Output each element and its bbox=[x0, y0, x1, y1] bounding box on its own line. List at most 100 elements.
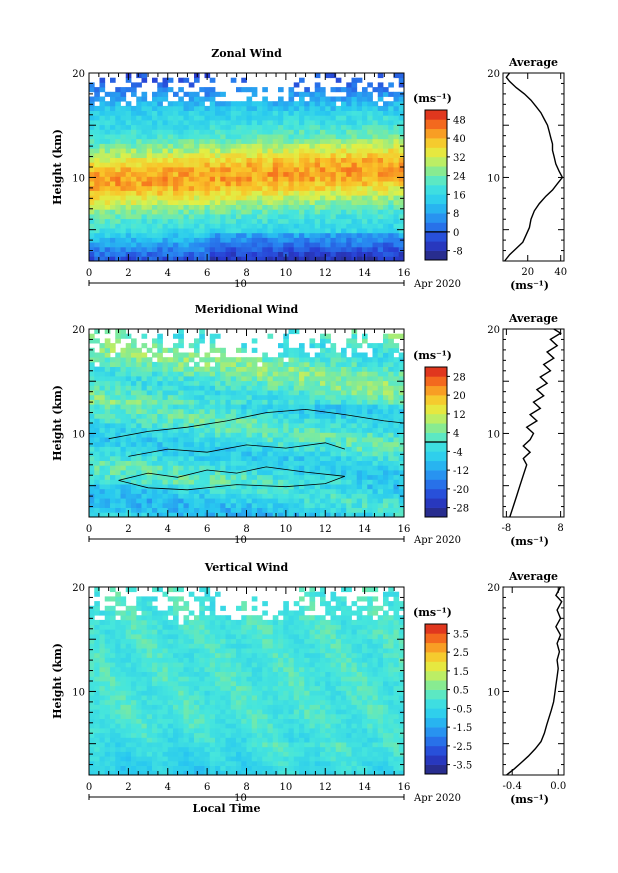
heatmap-cell bbox=[362, 143, 368, 149]
heatmap-cell bbox=[120, 256, 127, 262]
heatmap-cell bbox=[346, 507, 352, 513]
heatmap-cell bbox=[188, 502, 195, 508]
heatmap-cell bbox=[330, 143, 337, 149]
heatmap-cell bbox=[283, 209, 289, 215]
heatmap-cell bbox=[309, 115, 316, 121]
heatmap-cell bbox=[346, 413, 352, 419]
heatmap-cell bbox=[341, 228, 347, 234]
heatmap-cell bbox=[146, 251, 153, 257]
heatmap-cell bbox=[398, 376, 405, 382]
heatmap-cell bbox=[320, 214, 326, 220]
heatmap-cell bbox=[194, 408, 200, 414]
heatmap-cell bbox=[351, 232, 358, 238]
heatmap-cell bbox=[136, 455, 142, 461]
heatmap-cell bbox=[94, 380, 100, 386]
heatmap-cell bbox=[183, 105, 190, 111]
heatmap-cell bbox=[283, 347, 289, 353]
heatmap-cell bbox=[167, 347, 174, 353]
heatmap-cell bbox=[188, 493, 195, 499]
heatmap-cell bbox=[257, 404, 263, 410]
heatmap-cell bbox=[89, 737, 95, 743]
heatmap-cell bbox=[236, 427, 242, 433]
heatmap-cell bbox=[356, 110, 363, 116]
heatmap-cell bbox=[178, 143, 184, 149]
heatmap-cell bbox=[152, 394, 158, 400]
heatmap-cell bbox=[125, 129, 132, 135]
heatmap-cell bbox=[309, 148, 316, 154]
heatmap-cell bbox=[167, 385, 174, 391]
heatmap-cell bbox=[330, 120, 337, 126]
heatmap-cell bbox=[377, 171, 384, 177]
heatmap-cell bbox=[304, 366, 310, 372]
heatmap-cell bbox=[377, 228, 384, 234]
heatmap-cell bbox=[257, 357, 263, 363]
heatmap-cell bbox=[377, 385, 384, 391]
heatmap-cell bbox=[346, 512, 352, 518]
heatmap-cell bbox=[314, 474, 321, 480]
heatmap-cell bbox=[99, 699, 106, 705]
heatmap-cell bbox=[188, 134, 195, 140]
heatmap-cell bbox=[351, 446, 358, 452]
heatmap-cell bbox=[194, 361, 200, 367]
heatmap-cell bbox=[188, 512, 195, 518]
heatmap-cell bbox=[230, 181, 237, 187]
heatmap-cell bbox=[293, 361, 300, 367]
heatmap-cell bbox=[225, 157, 232, 163]
heatmap-cell bbox=[104, 657, 111, 663]
heatmap-cell bbox=[246, 432, 253, 438]
colorbar-segment bbox=[425, 119, 447, 130]
heatmap-cell bbox=[199, 455, 205, 461]
heatmap-cell bbox=[215, 115, 221, 121]
heatmap-cell bbox=[393, 376, 400, 382]
heatmap-cell bbox=[267, 176, 274, 182]
heatmap-cell bbox=[178, 408, 184, 414]
heatmap-cell bbox=[325, 352, 331, 358]
heatmap-cell bbox=[89, 157, 95, 163]
heatmap-cell bbox=[362, 423, 368, 429]
heatmap-cell bbox=[246, 157, 253, 163]
heatmap-cell bbox=[288, 432, 295, 438]
heatmap-cell bbox=[293, 404, 300, 410]
heatmap-cell bbox=[104, 427, 111, 433]
heatmap-cell bbox=[278, 120, 284, 126]
heatmap-cell bbox=[110, 171, 116, 177]
heatmap-cell bbox=[383, 246, 389, 252]
heatmap-cell bbox=[225, 357, 232, 363]
heatmap-cell bbox=[267, 162, 274, 168]
heatmap-cell bbox=[330, 385, 337, 391]
heatmap-cell bbox=[178, 399, 184, 405]
heatmap-cell bbox=[330, 129, 337, 135]
heatmap-cell bbox=[278, 432, 284, 438]
heatmap-cell bbox=[335, 418, 342, 424]
heatmap-cell bbox=[367, 380, 373, 386]
heatmap-cell bbox=[167, 451, 174, 457]
heatmap-cell bbox=[204, 357, 211, 363]
heatmap-cell bbox=[325, 408, 331, 414]
profile-frame bbox=[502, 72, 565, 262]
heatmap-cell bbox=[241, 195, 247, 201]
heatmap-cell bbox=[262, 171, 268, 177]
heatmap-cell bbox=[136, 432, 142, 438]
heatmap-cell bbox=[99, 441, 106, 447]
heatmap-cell bbox=[251, 214, 258, 220]
heatmap-cell bbox=[309, 479, 316, 485]
heatmap-cell bbox=[325, 73, 331, 79]
heatmap-cell bbox=[351, 242, 358, 248]
heatmap-cell bbox=[241, 408, 247, 414]
heatmap-cell bbox=[257, 101, 263, 107]
heatmap-cell bbox=[173, 251, 179, 257]
heatmap-cell bbox=[173, 204, 179, 210]
heatmap-cell bbox=[104, 699, 111, 705]
heatmap-cell bbox=[183, 176, 190, 182]
heatmap-cell bbox=[110, 218, 116, 224]
heatmap-cell bbox=[341, 470, 347, 476]
heatmap-cell bbox=[372, 190, 379, 196]
heatmap-cell bbox=[325, 361, 331, 367]
heatmap-cell bbox=[167, 209, 174, 215]
heatmap-cell bbox=[257, 488, 263, 494]
heatmap-cell bbox=[183, 484, 190, 490]
heatmap-cell bbox=[125, 488, 132, 494]
heatmap-cell bbox=[341, 157, 347, 163]
heatmap-cell bbox=[99, 223, 106, 229]
heatmap-cell bbox=[372, 399, 379, 405]
